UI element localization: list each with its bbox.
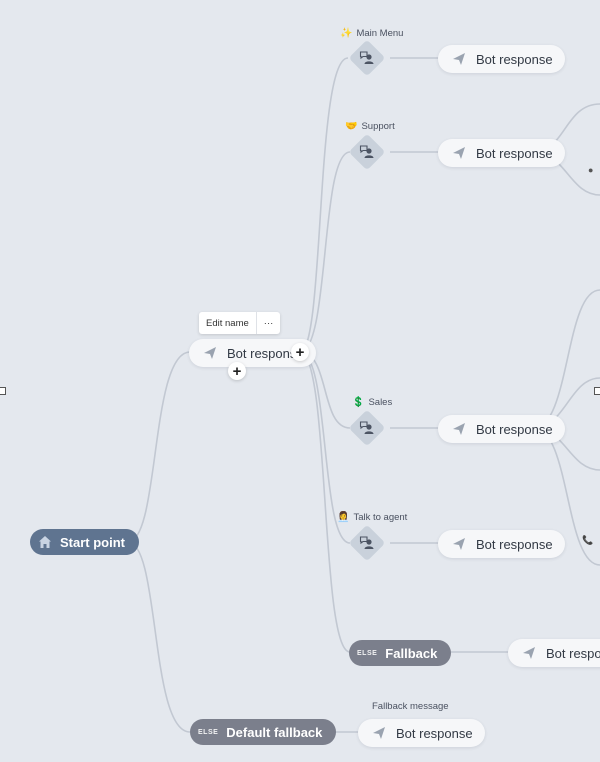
start-point-label: Start point (60, 534, 125, 550)
start-point-node[interactable]: Start point (30, 529, 139, 555)
chat-agent-icon (358, 419, 376, 437)
else-tag: ELSE (198, 728, 219, 736)
intent-label-sales: 💲 Sales (352, 397, 393, 408)
fallback-label: Fallback (385, 645, 438, 661)
right-resize-handle[interactable] (594, 387, 600, 395)
home-icon (38, 535, 52, 549)
send-icon (372, 726, 386, 740)
default-fallback-label: Default fallback (226, 724, 323, 740)
clipped-intent-icon: ● (588, 165, 594, 175)
add-sibling-button[interactable]: + (228, 362, 246, 380)
intent-label-support: 🤝 Support (345, 121, 395, 132)
chat-agent-icon (358, 49, 376, 67)
send-icon (452, 537, 466, 551)
bot-response-node-main-menu[interactable]: Bot response (438, 45, 565, 73)
intent-label-talk-to-agent: 👩‍💼 Talk to agent (337, 512, 408, 523)
fallback-message-label: Fallback message (372, 701, 449, 712)
handshake-icon: 🤝 (345, 121, 358, 132)
bot-response-node-fallback[interactable]: Bot response (508, 639, 600, 667)
chat-agent-icon (358, 143, 376, 161)
more-options-button[interactable]: ··· (263, 317, 274, 329)
phone-icon: 📞 (582, 535, 594, 545)
dollar-icon: 💲 (352, 397, 365, 408)
intent-label-main-menu: ✨ Main Menu (340, 28, 404, 39)
fallback-node[interactable]: ELSE Fallback (349, 640, 452, 666)
send-icon (452, 52, 466, 66)
send-icon (452, 146, 466, 160)
sparkles-icon: ✨ (340, 28, 353, 39)
add-child-button[interactable]: + (291, 343, 309, 361)
toolbar-divider (255, 312, 257, 334)
bot-response-node-talk-to-agent[interactable]: Bot response (438, 530, 565, 558)
left-resize-handle[interactable] (0, 387, 6, 395)
send-icon (522, 646, 536, 660)
send-icon (203, 346, 217, 360)
bot-response-node-sales[interactable]: Bot response (438, 415, 565, 443)
root-bot-response-label: Bot response (227, 345, 304, 361)
else-tag: ELSE (357, 649, 378, 657)
edit-name-button[interactable]: Edit name (206, 317, 249, 329)
bot-response-node-default-fallback[interactable]: Bot response (358, 719, 485, 747)
agent-icon: 👩‍💼 (337, 512, 350, 523)
node-toolbar: Edit name ··· (199, 312, 281, 334)
send-icon (452, 422, 466, 436)
bot-response-node-support[interactable]: Bot response (438, 139, 565, 167)
chat-agent-icon (358, 534, 376, 552)
default-fallback-node[interactable]: ELSE Default fallback (190, 719, 337, 745)
